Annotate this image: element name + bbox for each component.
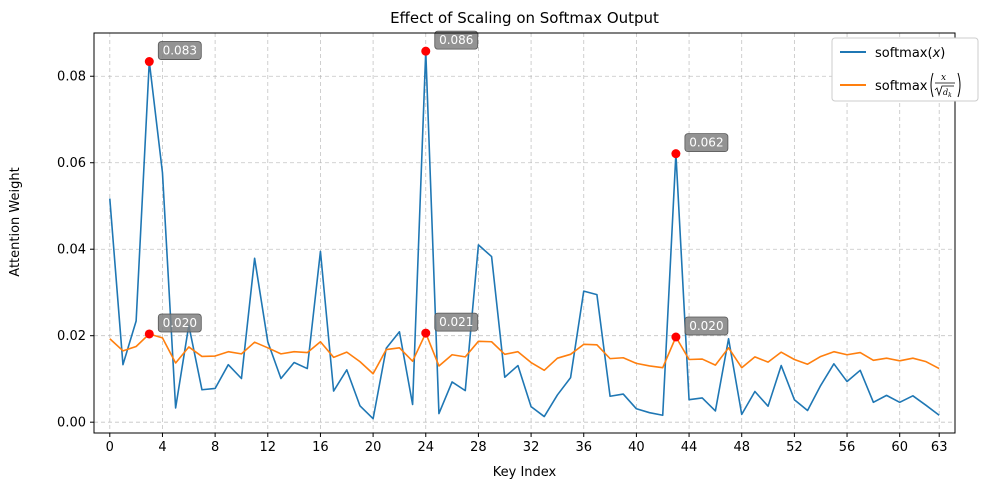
y-tick-label: 0.04 (57, 243, 86, 258)
y-tick-label: 0.08 (57, 70, 86, 85)
annotation-box (684, 316, 729, 336)
plot-frame (93, 32, 956, 434)
x-tick-label: 36 (575, 440, 592, 455)
annotation-box (434, 312, 479, 332)
legend-box (831, 37, 979, 102)
x-tick-label: 20 (365, 440, 382, 455)
x-tick-label: 56 (839, 440, 856, 455)
annotation-label: 0.083 (163, 44, 197, 58)
annotations: 0.083 0.086 0.062 0.020 0.021 0.020 (157, 30, 729, 336)
x-tick-label: 4 (158, 440, 166, 455)
highlight-point (144, 57, 154, 67)
x-tick-label: 16 (312, 440, 329, 455)
y-axis-label: Attention Weight (8, 167, 23, 276)
x-tick-label: 0 (106, 440, 114, 455)
annotation-box (157, 313, 202, 333)
annotation-label: 0.062 (689, 136, 723, 150)
highlight-point (144, 329, 154, 339)
x-tick-label: 60 (891, 440, 908, 455)
annotation-label: 0.020 (689, 319, 723, 333)
series-lines (109, 50, 940, 420)
ticks: 0 4 8 12 16 20 24 28 32 36 40 44 48 52 56 60 630.000.020… (57, 70, 947, 455)
chart-title: Effect of Scaling on Softmax Output (390, 9, 659, 27)
y-tick-label: 0.02 (57, 329, 86, 344)
annotation-label: 0.021 (439, 315, 473, 329)
highlight-point (421, 328, 431, 338)
x-tick-label: 32 (523, 440, 540, 455)
legend: softmax(x) softmax x dk (831, 37, 979, 102)
x-tick-label: 63 (931, 440, 948, 455)
x-tick-label: 28 (470, 440, 487, 455)
x-tick-label: 8 (211, 440, 219, 455)
series-line-softmax-x (109, 50, 940, 420)
x-tick-label: 52 (786, 440, 803, 455)
y-tick-label: 0.00 (57, 416, 86, 431)
x-tick-label: 40 (628, 440, 645, 455)
legend-label-softmax-scaled: softmax x dk (875, 72, 961, 99)
x-tick-label: 12 (260, 440, 277, 455)
highlight-markers (144, 46, 681, 342)
annotation-box (157, 41, 202, 60)
x-tick-label: 48 (733, 440, 750, 455)
annotation-box (684, 133, 729, 153)
annotation-label: 0.086 (439, 33, 473, 47)
y-tick-label: 0.06 (57, 156, 86, 171)
svg-text:dk: dk (943, 88, 952, 99)
highlight-point (671, 332, 681, 342)
x-tick-label: 24 (417, 440, 434, 455)
annotation-label: 0.020 (163, 316, 197, 330)
series-line-softmax-scaled (109, 332, 940, 375)
svg-text:x: x (941, 73, 946, 83)
svg-text:softmax: softmax (875, 79, 928, 94)
highlight-point (421, 46, 431, 56)
x-tick-label: 44 (681, 440, 698, 455)
highlight-point (671, 149, 681, 159)
annotation-box (434, 30, 479, 50)
x-axis-label: Key Index (493, 465, 557, 480)
legend-label-softmax-x: softmax(x) (875, 46, 945, 61)
